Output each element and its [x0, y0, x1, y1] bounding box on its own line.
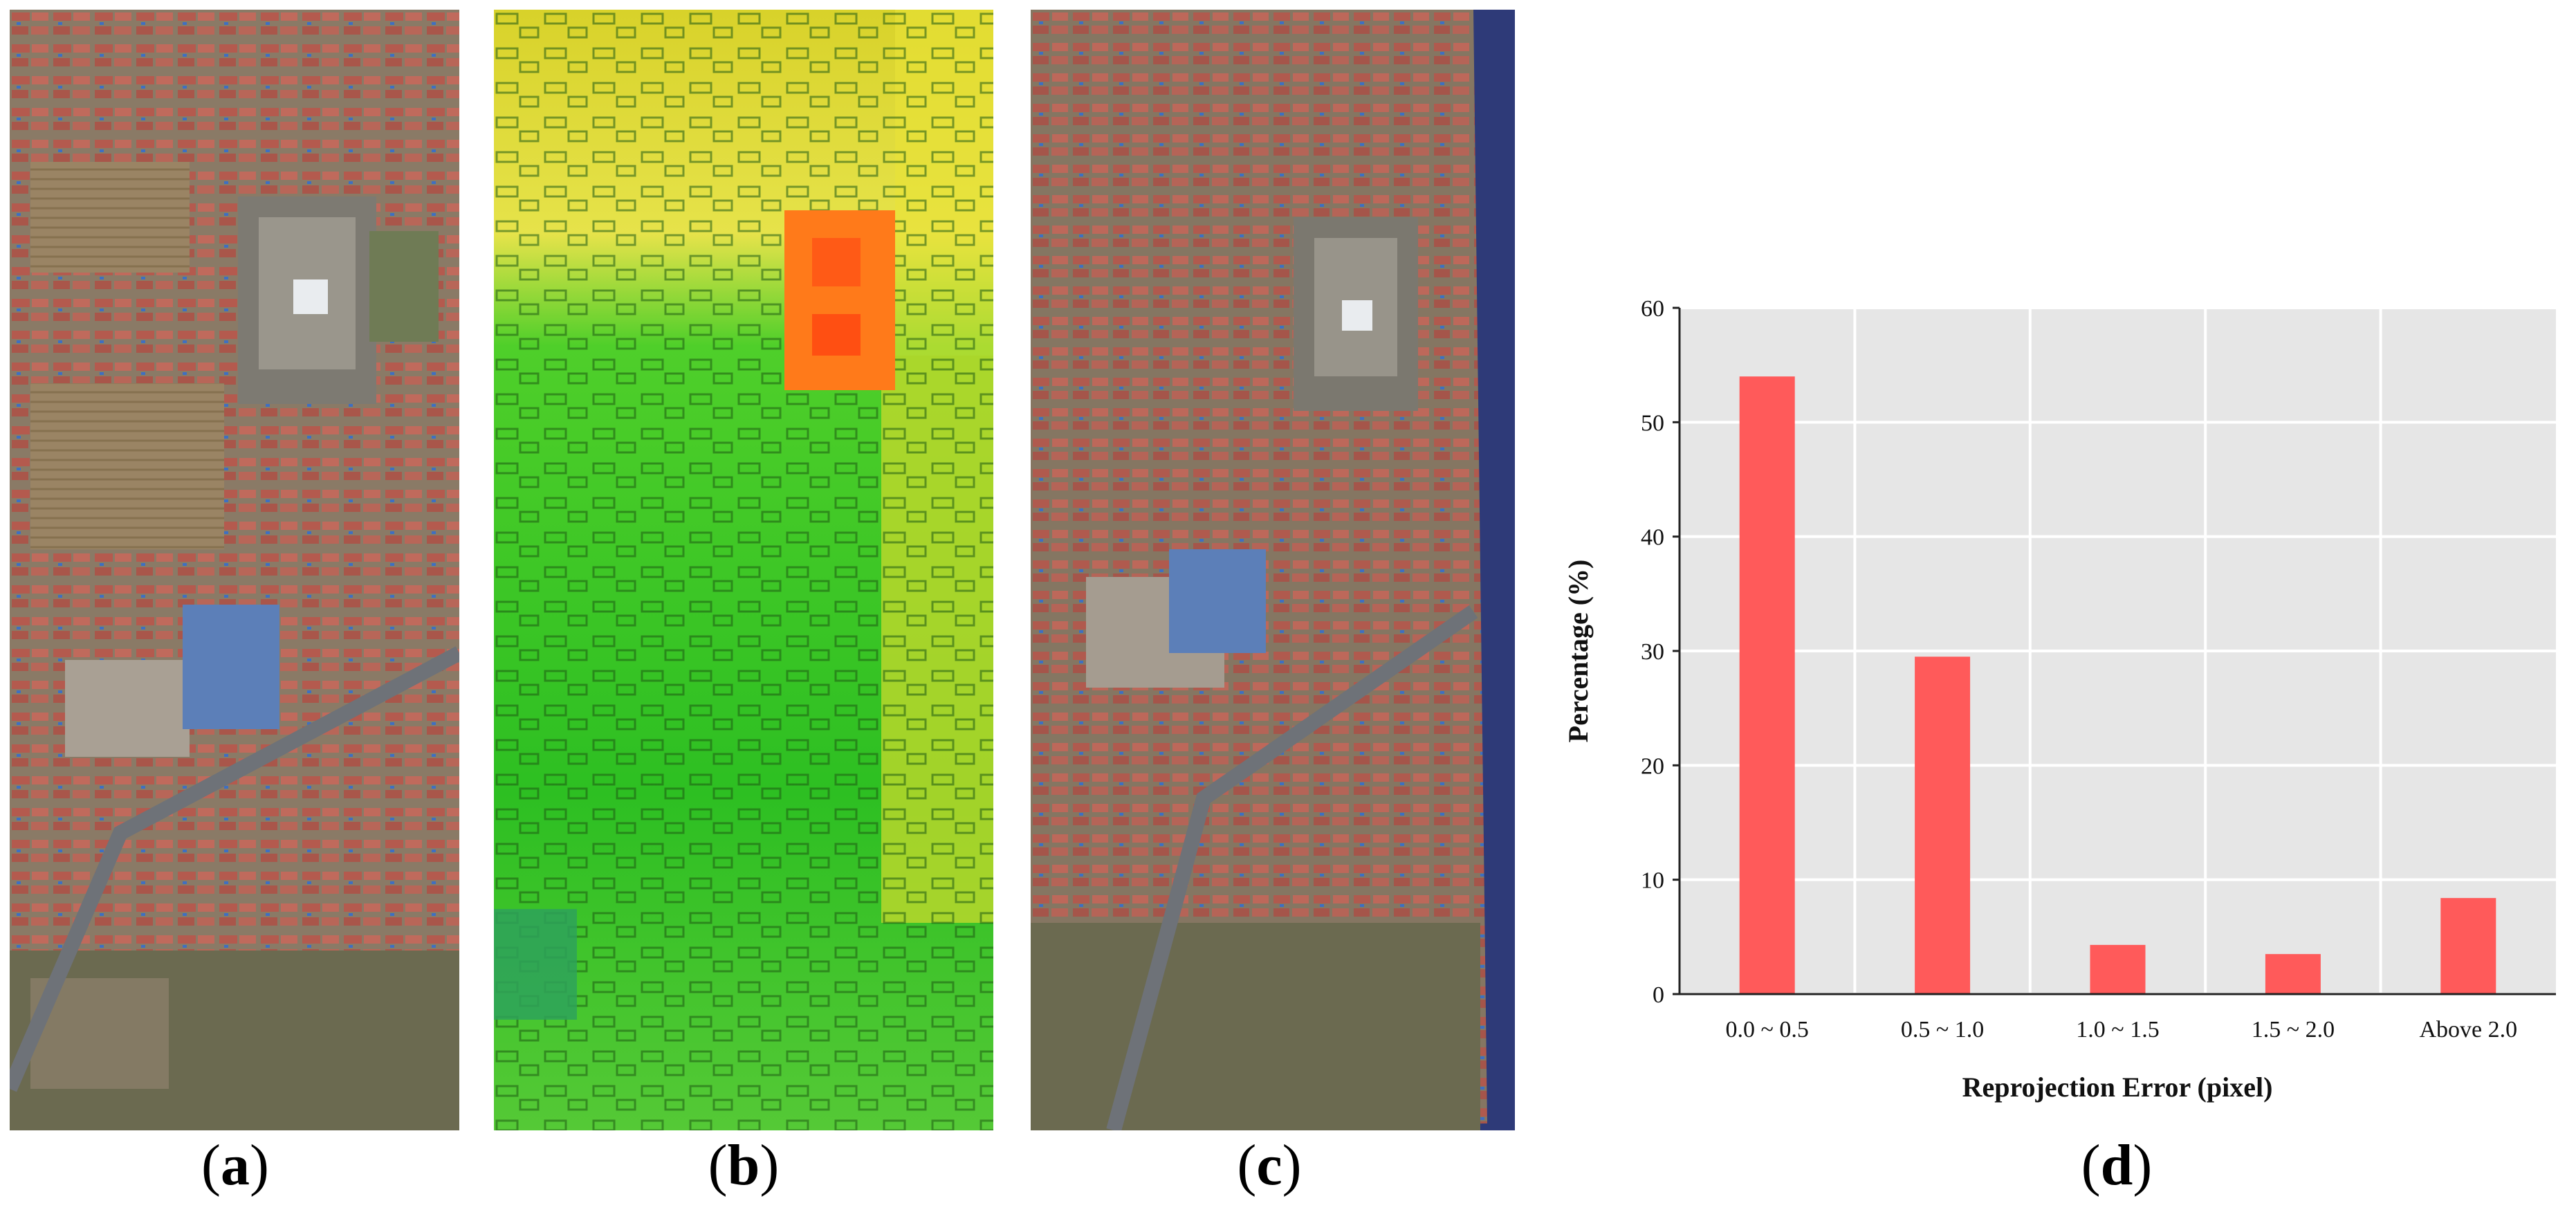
bar-1	[1915, 656, 1971, 994]
x-tick-labels: 0.0 ~ 0.5 0.5 ~ 1.0 1.0 ~ 1.5 1.5 ~ 2.0 Abov…	[1725, 1017, 2517, 1043]
x-tick-label: 1.0 ~ 1.5	[2076, 1017, 2159, 1043]
y-tick-label: 20	[1641, 753, 1664, 779]
y-tick-label: 50	[1641, 410, 1664, 436]
caption-d: (d)	[2081, 1133, 2153, 1197]
y-tick-label: 10	[1641, 868, 1664, 894]
x-tick-label: Above 2.0	[2419, 1017, 2517, 1043]
x-tick-label: 0.5 ~ 1.0	[1901, 1017, 1984, 1043]
y-axis-title: Percentage (%)	[1563, 560, 1594, 743]
caption-b: (b)	[708, 1133, 780, 1197]
y-tick-labels: 0 10 20 30 40 50 60	[1641, 296, 1680, 1008]
y-tick-label: 40	[1641, 525, 1664, 551]
y-tick-label: 60	[1641, 296, 1664, 322]
y-tick-label: 0	[1653, 982, 1664, 1008]
caption-c: (c)	[1237, 1133, 1302, 1197]
bars	[1739, 376, 2496, 994]
y-tick-label: 30	[1641, 639, 1664, 665]
bar-2	[2090, 944, 2146, 994]
x-tick-label: 1.5 ~ 2.0	[2252, 1017, 2335, 1043]
bar-3	[2265, 954, 2321, 994]
x-axis-title: Reprojection Error (pixel)	[1962, 1072, 2273, 1103]
panel-a-aerial-image	[10, 10, 459, 1130]
x-tick-label: 0.0 ~ 0.5	[1725, 1017, 1808, 1043]
bar-4	[2440, 898, 2496, 994]
reprojection-error-bar-chart: 0 10 20 30 40 50 60 0.0 ~ 0.5 0.5 ~ 1.0 1.0 ~ 1.…	[1563, 296, 2556, 1103]
panel-c-orthophoto	[1031, 10, 1515, 1130]
caption-a: (a)	[201, 1133, 269, 1197]
bar-0	[1739, 376, 1795, 994]
panel-b-elevation-map	[494, 10, 993, 1130]
